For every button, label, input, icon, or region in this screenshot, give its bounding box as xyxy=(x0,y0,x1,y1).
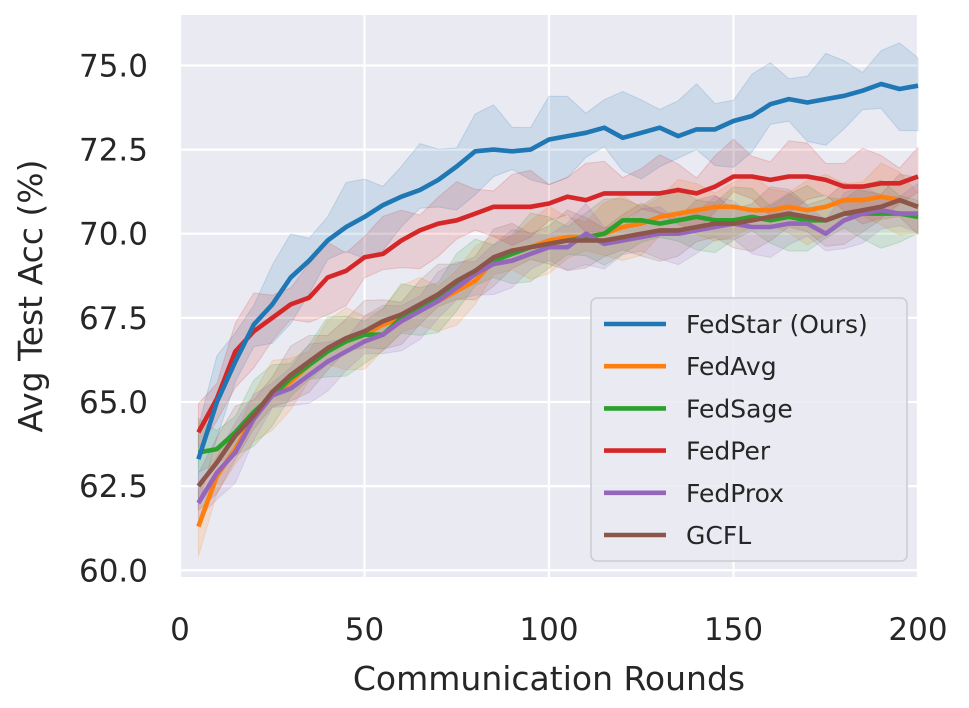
y-tick-label: 62.5 xyxy=(79,469,148,505)
band-fedstar-ours xyxy=(197,42,919,506)
series-line-fedper xyxy=(196,174,919,434)
grid-lines xyxy=(178,15,920,577)
series-line-gcfl xyxy=(196,197,919,488)
x-tick-label: 150 xyxy=(704,612,763,648)
x-tick-label: 50 xyxy=(345,612,384,648)
x-tick-label: 100 xyxy=(519,612,578,648)
legend-entries: FedStar (Ours) FedAvg FedSage FedPer FedProx… xyxy=(604,310,868,550)
y-tick-label: 67.5 xyxy=(79,301,148,337)
legend: FedStar (Ours) FedAvg FedSage FedPer FedProx… xyxy=(590,297,908,562)
legend-label-fedsage: FedSage xyxy=(686,394,793,423)
y-tick-label: 65.0 xyxy=(79,385,148,421)
legend-label-fedstar-ours: FedStar (Ours) xyxy=(686,310,868,339)
series-line-fedstar-ours xyxy=(196,81,919,460)
y-tick-label: 72.5 xyxy=(79,133,148,169)
x-axis-label: Communication Rounds xyxy=(353,659,745,698)
legend-label-fedavg: FedAvg xyxy=(686,352,777,381)
y-tick-label: 70.0 xyxy=(79,217,148,253)
legend-label-gcfl: GCFL xyxy=(686,521,751,550)
legend-label-fedper: FedPer xyxy=(686,437,771,466)
series-lines xyxy=(196,81,919,528)
x-tick-label: 200 xyxy=(888,612,947,648)
series-line-fedprox xyxy=(196,207,918,505)
x-axis-ticks: 0 50 100 150 200 xyxy=(170,612,947,648)
y-axis-label: Avg Test Acc (%) xyxy=(11,160,50,433)
band-fedprox xyxy=(197,182,919,520)
y-tick-label: 60.0 xyxy=(79,553,148,589)
x-tick-label: 0 xyxy=(170,612,190,648)
y-tick-label: 75.0 xyxy=(79,48,148,84)
legend-label-fedprox: FedProx xyxy=(686,479,784,508)
legend-box xyxy=(590,297,908,562)
y-axis-ticks: 60.0 62.5 65.0 67.5 70.0 72.5 75.0 xyxy=(79,48,148,589)
